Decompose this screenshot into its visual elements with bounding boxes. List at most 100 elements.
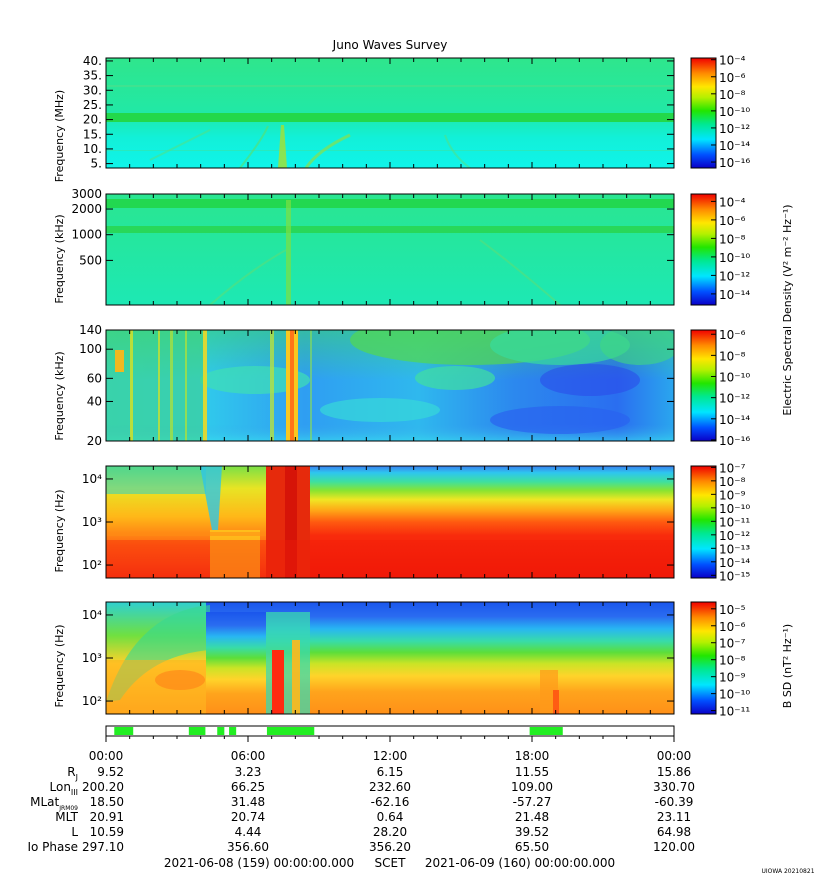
panel-4-colorbar: 10⁻⁷10⁻⁸10⁻⁹10⁻¹⁰10⁻¹¹10⁻¹²10⁻¹³10⁻¹⁴10⁻… — [690, 461, 750, 583]
ephemeris-value: 330.70 — [653, 780, 695, 794]
mode-bar-segment — [229, 727, 237, 735]
y-tick-label: 10³ — [82, 651, 102, 665]
y-tick-label: 10⁴ — [82, 608, 102, 622]
panel-4-axes: 10² 10³ 10⁴ Frequency (Hz) — [53, 466, 675, 578]
colorbar-tick-label: 10⁻⁶ — [719, 214, 746, 228]
y-tick-label: 30. — [83, 83, 102, 97]
time-tick-label: 18:00 — [515, 749, 550, 763]
colorbar-tick-label: 10⁻¹⁰ — [719, 688, 750, 702]
y-tick-label: 20 — [87, 434, 102, 448]
colorbar-gradient — [690, 601, 717, 715]
y-tick-label: 10² — [82, 558, 102, 572]
ephemeris-value: 4.44 — [235, 825, 262, 839]
colorbar-tick-label: 10⁻¹³ — [719, 542, 750, 556]
y-tick-label: 3000 — [71, 187, 102, 201]
colorbar-tick-label: 10⁻⁸ — [719, 232, 746, 246]
panel-1-spectrogram — [106, 58, 674, 168]
ephemeris-value: 232.60 — [369, 780, 411, 794]
time-tick-label: 00:00 — [657, 749, 692, 763]
ephemeris-value: 23.11 — [657, 810, 691, 824]
colorbar-tick-label: 10⁻⁸ — [719, 349, 746, 363]
colorbar-tick-label: 10⁻⁹ — [719, 488, 746, 502]
y-tick-label: 15. — [83, 127, 102, 141]
y-axis-label: Frequency (kHz) — [53, 351, 66, 440]
colorbar-tick-label: 10⁻⁵ — [719, 603, 746, 617]
ephemeris-value: 356.20 — [369, 840, 411, 854]
mode-bar-segment — [114, 727, 134, 735]
mode-bar-segment — [217, 727, 225, 735]
panel-4-spectrogram — [106, 466, 674, 578]
colorbar-tick-label: 10⁻¹⁶ — [719, 156, 750, 170]
colorbar-tick-label: 10⁻¹⁴ — [719, 413, 750, 427]
panel-3-colorbar: 10⁻⁶ 10⁻⁸ 10⁻¹⁰ 10⁻¹² 10⁻¹⁴ 10⁻¹⁶ — [690, 328, 750, 448]
ephemeris-value: 0.64 — [377, 810, 404, 824]
ephemeris-row-label: RJ — [67, 765, 78, 782]
y-tick-label: 10⁴ — [82, 472, 102, 486]
colorbar-tick-label: 10⁻⁷ — [719, 637, 746, 651]
colorbar-tick-label: 10⁻¹⁴ — [719, 556, 750, 570]
panel-2-spectrogram — [106, 194, 674, 305]
y-axis-label: Frequency (Hz) — [53, 490, 66, 573]
colorbar-label: B SD (nT² Hz⁻¹) — [781, 624, 794, 708]
ephemeris-value: -60.39 — [655, 795, 694, 809]
figure-title: Juno Waves Survey — [332, 38, 448, 52]
colorbar-tick-label: 10⁻⁴ — [719, 195, 746, 209]
colorbar-tick-label: 10⁻¹² — [719, 269, 750, 283]
ephemeris-value: 120.00 — [653, 840, 695, 854]
colorbar-gradient — [690, 465, 717, 579]
ephemeris-value: 9.52 — [97, 765, 124, 779]
panel-3-axes: 20 40 60 100 140 Frequency (kHz) — [53, 323, 675, 448]
time-tick-label: 12:00 — [373, 749, 408, 763]
mode-bar-segment — [529, 727, 563, 735]
colorbar-label: Electric Spectral Density (V² m⁻² Hz⁻¹) — [781, 204, 794, 415]
colorbar-tick-label: 10⁻⁴ — [719, 54, 746, 68]
ephemeris-value: 11.55 — [515, 765, 549, 779]
y-tick-label: 25. — [83, 98, 102, 112]
colorbar-tick-label: 10⁻⁸ — [719, 475, 746, 489]
colorbar-gradient — [690, 329, 717, 442]
colorbar-tick-label: 10⁻¹⁰ — [719, 105, 750, 119]
mode-bar-segment — [266, 727, 315, 735]
colorbar-tick-label: 10⁻¹⁴ — [719, 139, 750, 153]
colorbar-tick-label: 10⁻¹⁰ — [719, 251, 750, 265]
y-tick-label: 10³ — [82, 515, 102, 529]
ephemeris-value: 15.86 — [657, 765, 691, 779]
colorbar-tick-label: 10⁻⁹ — [719, 671, 746, 685]
ephemeris-value: 21.48 — [515, 810, 549, 824]
ephemeris-value: -57.27 — [513, 795, 552, 809]
ephemeris-row-label: Io Phase — [27, 840, 78, 854]
colorbar-tick-label: 10⁻¹² — [719, 122, 750, 136]
colorbar-gradient — [690, 57, 717, 169]
colorbar-tick-label: 10⁻¹¹ — [719, 705, 750, 719]
colorbar-tick-label: 10⁻⁶ — [719, 620, 746, 634]
colorbar-tick-label: 10⁻⁷ — [719, 461, 746, 475]
y-axis-label: Frequency (kHz) — [53, 214, 66, 303]
y-tick-label: 2000 — [71, 202, 102, 216]
colorbar-tick-label: 10⁻¹⁰ — [719, 371, 750, 385]
colorbar-tick-label: 10⁻⁸ — [719, 654, 746, 668]
ephemeris-value: 20.91 — [90, 810, 124, 824]
ephemeris-value: -62.16 — [371, 795, 410, 809]
colorbar-tick-label: 10⁻⁸ — [719, 88, 746, 102]
panel-2-colorbar: 10⁻⁴ 10⁻⁶ 10⁻⁸ 10⁻¹⁰ 10⁻¹² 10⁻¹⁴ Electric Spec… — [690, 193, 794, 416]
ephemeris-value: 6.15 — [377, 765, 404, 779]
colorbar-tick-label: 10⁻¹¹ — [719, 515, 750, 529]
y-tick-label: 10² — [82, 694, 102, 708]
y-tick-label: 1000 — [71, 228, 102, 242]
time-tick-label: 00:00 — [89, 749, 124, 763]
panel-5-spectrogram — [106, 602, 674, 714]
ephemeris-value: 109.00 — [511, 780, 553, 794]
ephemeris-value: 20.74 — [231, 810, 265, 824]
y-tick-label: 10. — [83, 142, 102, 156]
y-axis-label: Frequency (Hz) — [53, 625, 66, 708]
ephemeris-value: 18.50 — [90, 795, 124, 809]
y-tick-label: 20. — [83, 113, 102, 127]
colorbar-tick-label: 10⁻¹² — [719, 529, 750, 543]
colorbar-tick-label: 10⁻⁶ — [719, 328, 746, 342]
panel-5-colorbar: 10⁻⁵ 10⁻⁶ 10⁻⁷ 10⁻⁸ 10⁻⁹ 10⁻¹⁰ 10⁻¹¹ B SD (nT² … — [690, 601, 794, 719]
footer-start-time: 2021-06-08 (159) 00:00:00.000 — [164, 856, 354, 870]
colorbar-tick-label: 10⁻¹⁰ — [719, 502, 750, 516]
y-tick-label: 100 — [79, 342, 102, 356]
ephemeris-value: 65.50 — [515, 840, 549, 854]
